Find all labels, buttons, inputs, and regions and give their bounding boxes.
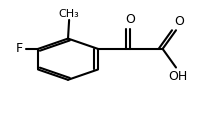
Text: F: F bbox=[15, 42, 23, 55]
Text: O: O bbox=[125, 13, 135, 26]
Text: CH₃: CH₃ bbox=[59, 9, 80, 19]
Text: OH: OH bbox=[169, 70, 188, 83]
Text: O: O bbox=[174, 15, 184, 28]
